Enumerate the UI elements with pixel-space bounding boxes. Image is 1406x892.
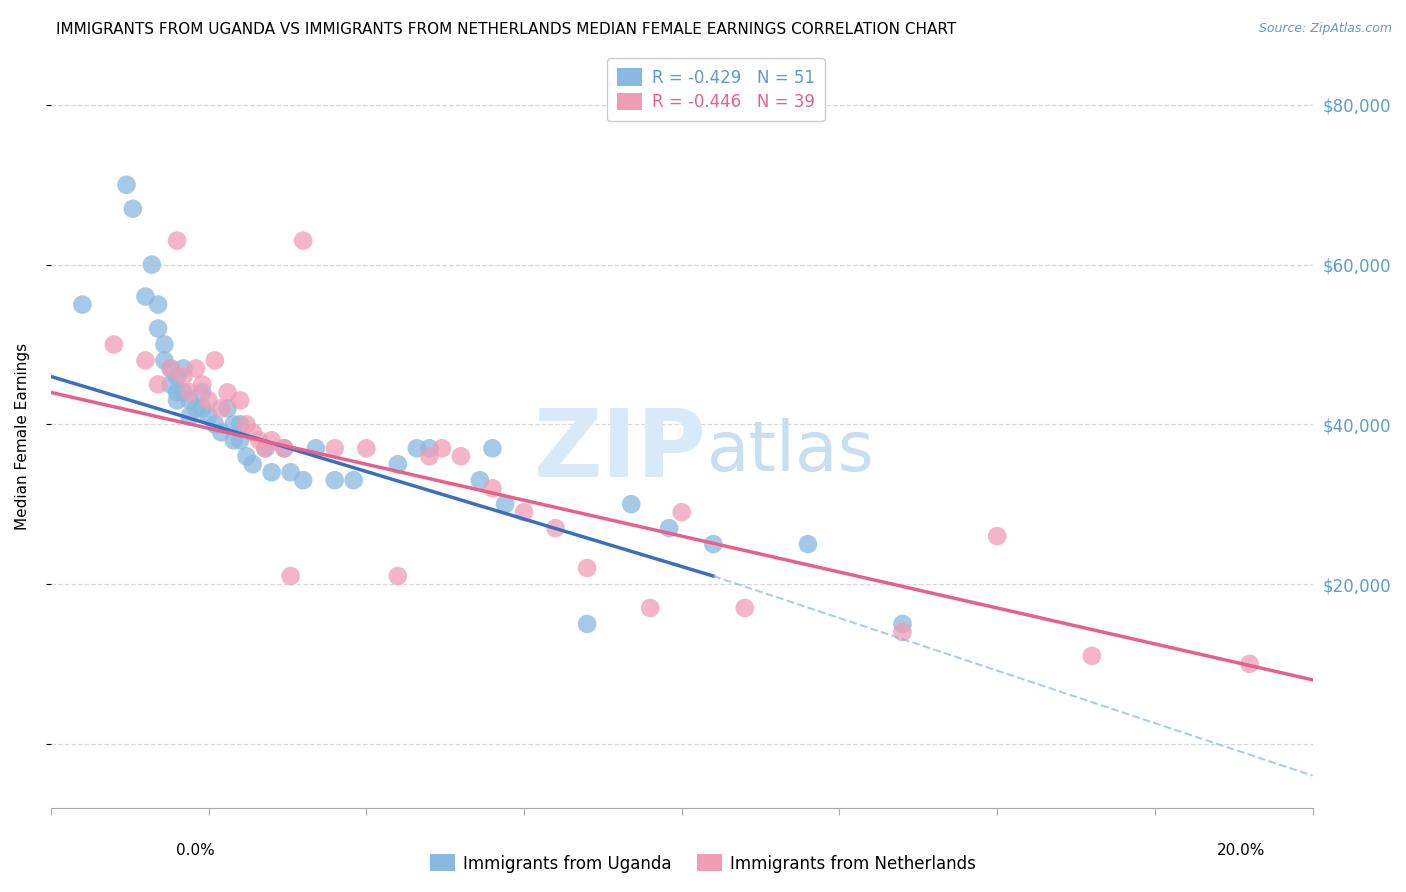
Point: [146, 297, 169, 311]
Point: [166, 369, 188, 384]
Point: [209, 425, 232, 440]
Point: [254, 442, 277, 456]
Point: [1081, 648, 1104, 663]
Point: [323, 473, 346, 487]
Point: [204, 353, 226, 368]
Point: [197, 409, 219, 424]
Point: [179, 393, 201, 408]
Text: Source: ZipAtlas.com: Source: ZipAtlas.com: [1258, 22, 1392, 36]
Point: [891, 617, 914, 632]
Point: [191, 401, 214, 416]
Point: [260, 465, 283, 479]
Point: [222, 417, 245, 432]
Point: [638, 601, 661, 615]
Point: [222, 434, 245, 448]
Point: [356, 442, 378, 456]
Point: [468, 473, 491, 487]
Point: [891, 624, 914, 639]
Point: [292, 473, 315, 487]
Text: ZIP: ZIP: [534, 405, 707, 497]
Point: [702, 537, 724, 551]
Point: [247, 434, 270, 448]
Point: [450, 450, 472, 464]
Point: [273, 442, 295, 456]
Point: [481, 442, 503, 456]
Point: [159, 361, 181, 376]
Point: [387, 569, 409, 583]
Legend: Immigrants from Uganda, Immigrants from Netherlands: Immigrants from Uganda, Immigrants from …: [423, 847, 983, 880]
Point: [235, 417, 257, 432]
Point: [620, 497, 643, 511]
Point: [430, 442, 453, 456]
Point: [209, 401, 232, 416]
Point: [146, 377, 169, 392]
Point: [418, 442, 440, 456]
Point: [191, 377, 214, 392]
Point: [235, 450, 257, 464]
Point: [273, 442, 295, 456]
Point: [658, 521, 681, 535]
Point: [513, 505, 536, 519]
Point: [166, 385, 188, 400]
Point: [121, 202, 143, 216]
Point: [418, 450, 440, 464]
Point: [387, 457, 409, 471]
Point: [671, 505, 693, 519]
Point: [172, 385, 194, 400]
Point: [323, 442, 346, 456]
Point: [576, 617, 599, 632]
Point: [172, 369, 194, 384]
Point: [197, 393, 219, 408]
Text: 20.0%: 20.0%: [1218, 843, 1265, 858]
Point: [242, 425, 264, 440]
Point: [146, 321, 169, 335]
Point: [134, 353, 156, 368]
Point: [260, 434, 283, 448]
Point: [217, 401, 239, 416]
Point: [153, 337, 176, 351]
Point: [405, 442, 427, 456]
Point: [544, 521, 567, 535]
Point: [280, 569, 302, 583]
Point: [141, 258, 163, 272]
Point: [242, 457, 264, 471]
Point: [166, 393, 188, 408]
Point: [292, 234, 315, 248]
Point: [159, 377, 181, 392]
Point: [734, 601, 756, 615]
Point: [103, 337, 125, 351]
Point: [172, 361, 194, 376]
Point: [1239, 657, 1261, 671]
Text: IMMIGRANTS FROM UGANDA VS IMMIGRANTS FROM NETHERLANDS MEDIAN FEMALE EARNINGS COR: IMMIGRANTS FROM UGANDA VS IMMIGRANTS FRO…: [56, 22, 956, 37]
Point: [204, 417, 226, 432]
Point: [481, 481, 503, 495]
Point: [343, 473, 366, 487]
Point: [134, 289, 156, 303]
Point: [72, 297, 94, 311]
Point: [166, 234, 188, 248]
Point: [229, 417, 252, 432]
Point: [153, 353, 176, 368]
Point: [184, 401, 207, 416]
Point: [191, 385, 214, 400]
Point: [159, 361, 181, 376]
Y-axis label: Median Female Earnings: Median Female Earnings: [15, 343, 30, 530]
Text: 0.0%: 0.0%: [176, 843, 215, 858]
Point: [986, 529, 1008, 543]
Point: [576, 561, 599, 575]
Point: [115, 178, 138, 192]
Point: [229, 434, 252, 448]
Text: atlas: atlas: [707, 417, 875, 484]
Point: [305, 442, 328, 456]
Point: [280, 465, 302, 479]
Point: [254, 442, 277, 456]
Point: [184, 361, 207, 376]
Point: [797, 537, 820, 551]
Point: [217, 385, 239, 400]
Point: [179, 385, 201, 400]
Point: [179, 409, 201, 424]
Legend: R = -0.429   N = 51, R = -0.446   N = 39: R = -0.429 N = 51, R = -0.446 N = 39: [607, 59, 825, 121]
Point: [229, 393, 252, 408]
Point: [494, 497, 516, 511]
